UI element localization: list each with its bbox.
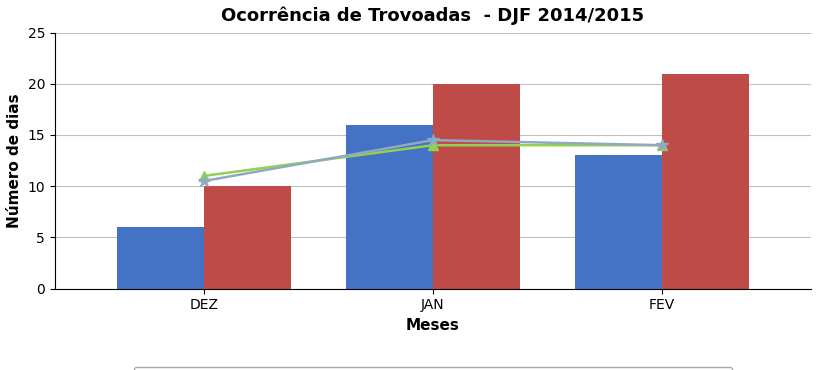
Legend: DJF 2013/2014, DJF 2014/2015, Normal (1961-1990), Média(1958-2014): DJF 2013/2014, DJF 2014/2015, Normal (19…: [134, 367, 732, 370]
Line: Normal (1961-1990): Normal (1961-1990): [199, 140, 667, 181]
Bar: [662, 74, 749, 289]
Média(1958-2014): [199, 179, 209, 183]
Bar: [117, 227, 204, 289]
Normal (1961-1990): [428, 143, 438, 147]
Y-axis label: Número de dias: Número de dias: [7, 93, 22, 228]
Normal (1961-1990): [199, 174, 209, 178]
Line: Média(1958-2014): Média(1958-2014): [198, 134, 668, 187]
Bar: [346, 125, 433, 289]
Bar: [575, 155, 662, 289]
Title: Ocorrência de Trovoadas  - DJF 2014/2015: Ocorrência de Trovoadas - DJF 2014/2015: [222, 7, 645, 26]
X-axis label: Meses: Meses: [406, 318, 460, 333]
Média(1958-2014): [657, 143, 667, 147]
Média(1958-2014): [428, 138, 438, 142]
Bar: [433, 84, 520, 289]
Normal (1961-1990): [657, 143, 667, 147]
Bar: [204, 186, 291, 289]
